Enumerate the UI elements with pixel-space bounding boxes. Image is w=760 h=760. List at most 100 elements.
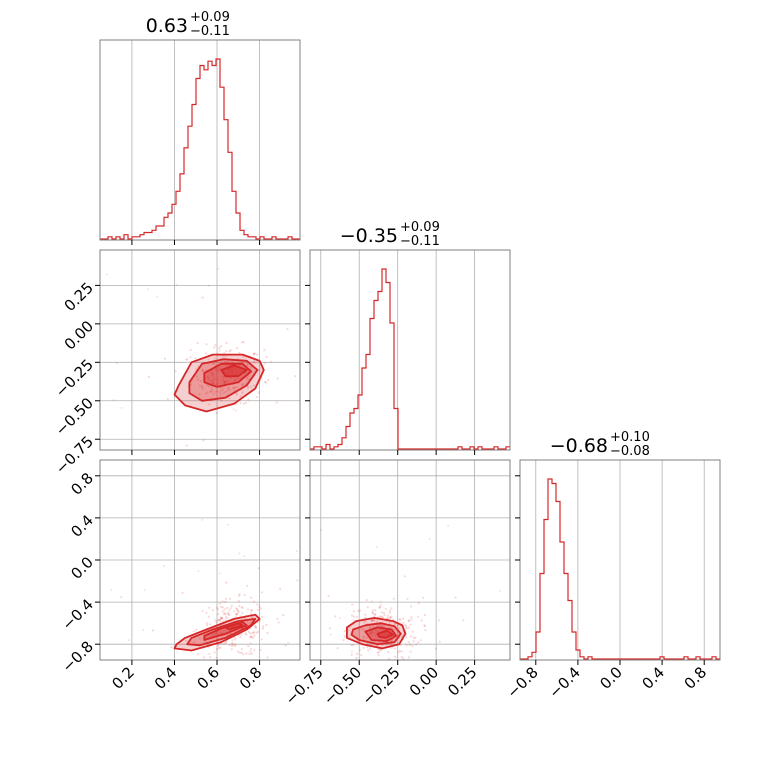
sample-point bbox=[246, 584, 249, 588]
sample-point bbox=[231, 360, 234, 363]
x-tick-label: 0.25 bbox=[444, 663, 480, 699]
sample-point bbox=[193, 641, 196, 644]
sample-point bbox=[247, 398, 250, 401]
sample-point bbox=[219, 393, 222, 396]
sample-point bbox=[264, 380, 267, 383]
sample-point bbox=[400, 656, 403, 659]
sample-point bbox=[228, 397, 231, 400]
sample-point bbox=[382, 625, 385, 628]
sample-point bbox=[225, 350, 228, 353]
sample-point bbox=[224, 642, 227, 645]
sample-point bbox=[240, 651, 243, 654]
contour-level-4 bbox=[224, 622, 244, 631]
sample-point bbox=[206, 624, 209, 627]
sample-point bbox=[210, 390, 213, 393]
sample-point bbox=[423, 625, 426, 628]
sample-point bbox=[206, 375, 209, 379]
contour-level-1 bbox=[173, 353, 265, 413]
sample-point bbox=[394, 655, 397, 659]
sample-point bbox=[212, 362, 215, 365]
contour-level-2 bbox=[186, 618, 257, 647]
sample-point bbox=[231, 642, 234, 646]
sample-point bbox=[235, 393, 238, 396]
sample-point bbox=[254, 626, 258, 629]
sample-point bbox=[350, 614, 354, 617]
sample-point bbox=[407, 641, 410, 644]
sample-point bbox=[383, 614, 386, 617]
sample-point bbox=[215, 411, 218, 415]
sample-point bbox=[343, 635, 346, 638]
sample-point bbox=[366, 646, 369, 649]
sample-point bbox=[294, 375, 297, 378]
sample-point bbox=[224, 380, 227, 383]
sample-point bbox=[407, 619, 410, 623]
sample-point bbox=[151, 629, 155, 632]
sample-point bbox=[243, 555, 246, 558]
sample-point bbox=[189, 383, 193, 386]
sample-point bbox=[237, 594, 241, 597]
sample-point bbox=[384, 607, 387, 610]
sample-point bbox=[236, 609, 239, 612]
sample-point bbox=[233, 379, 236, 382]
panel-frame bbox=[99, 39, 301, 241]
sample-point bbox=[214, 619, 217, 622]
sample-point bbox=[221, 388, 225, 391]
sample-point bbox=[213, 377, 216, 380]
sample-point bbox=[209, 371, 212, 374]
sample-point bbox=[377, 654, 380, 657]
sample-point bbox=[205, 343, 208, 346]
sample-point bbox=[235, 385, 238, 389]
sample-point bbox=[336, 647, 339, 650]
sample-point bbox=[405, 636, 408, 639]
sample-point bbox=[166, 397, 169, 401]
sample-point bbox=[247, 374, 250, 378]
sample-point bbox=[351, 603, 354, 606]
sample-point bbox=[342, 639, 345, 642]
sample-point bbox=[261, 627, 264, 630]
sample-point bbox=[253, 600, 256, 603]
sample-point bbox=[120, 596, 123, 599]
sample-point bbox=[250, 385, 253, 388]
sample-point bbox=[238, 651, 241, 654]
sample-point bbox=[266, 632, 269, 635]
sample-point bbox=[216, 648, 219, 651]
sample-point bbox=[215, 656, 218, 660]
sample-point bbox=[368, 647, 372, 650]
sample-point bbox=[423, 624, 426, 627]
sample-point bbox=[202, 439, 205, 442]
sample-point bbox=[406, 597, 409, 601]
sample-point bbox=[156, 295, 159, 298]
sample-point bbox=[414, 636, 417, 639]
sample-point bbox=[219, 646, 222, 649]
sample-point bbox=[238, 605, 241, 608]
sample-point bbox=[398, 649, 401, 652]
sample-point bbox=[220, 389, 223, 392]
sample-point bbox=[227, 386, 230, 389]
param-title-minus-1: −0.11 bbox=[400, 234, 440, 249]
sample-point bbox=[170, 646, 173, 649]
sample-point bbox=[245, 633, 248, 636]
sample-point bbox=[204, 392, 207, 395]
sample-point bbox=[235, 612, 238, 616]
sample-point bbox=[371, 619, 374, 622]
sample-point bbox=[232, 644, 235, 647]
sample-point bbox=[174, 370, 177, 373]
sample-point bbox=[365, 599, 368, 602]
sample-point bbox=[225, 341, 228, 345]
sample-point bbox=[252, 384, 255, 387]
sample-point bbox=[215, 390, 219, 393]
sample-point bbox=[222, 355, 225, 358]
sample-point bbox=[371, 612, 374, 615]
x-tick-label: 0.2 bbox=[108, 663, 138, 693]
sample-point bbox=[368, 626, 371, 630]
sample-point bbox=[447, 524, 450, 527]
sample-point bbox=[244, 401, 247, 404]
sample-point bbox=[264, 381, 267, 384]
sample-point bbox=[282, 613, 285, 617]
sample-point bbox=[376, 651, 379, 654]
sample-point bbox=[223, 613, 226, 616]
sample-point bbox=[428, 538, 431, 540]
sample-point bbox=[279, 587, 282, 591]
sample-point bbox=[254, 626, 257, 629]
sample-point bbox=[286, 328, 289, 331]
